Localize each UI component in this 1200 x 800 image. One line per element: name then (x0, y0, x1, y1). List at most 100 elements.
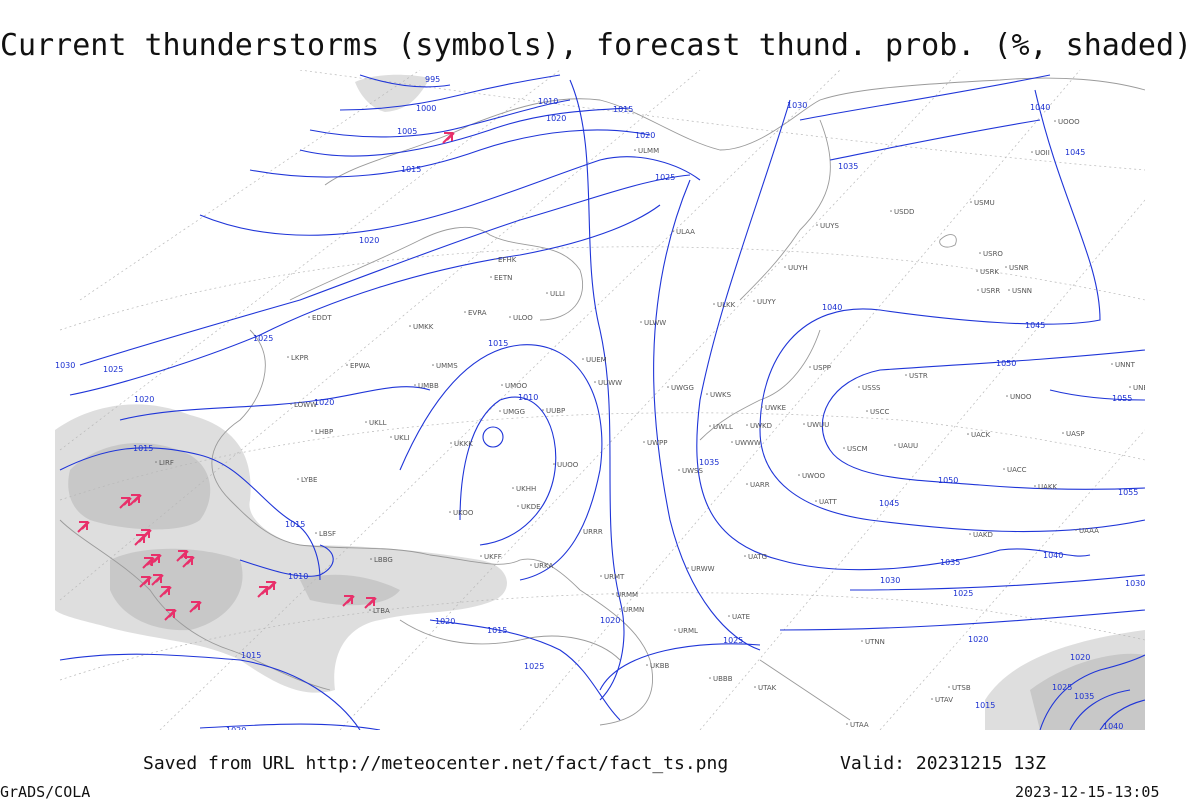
station-label: LHBP (315, 428, 333, 436)
station-dot (761, 406, 763, 408)
isobar-label: 1020 (546, 114, 566, 123)
station-label: USRO (983, 250, 1003, 258)
station-label: LBSF (319, 530, 336, 538)
station-label: USMU (974, 199, 995, 207)
station-label: LOWW (294, 401, 317, 409)
station-label: UAAA (1079, 527, 1099, 535)
isobar-label: 1040 (1103, 722, 1123, 731)
station-label: UTSB (952, 684, 971, 692)
isobar-label: 1040 (1030, 103, 1050, 112)
thunderstorm-symbol (342, 595, 355, 607)
station-dot (931, 698, 933, 700)
probability-shading (55, 74, 1145, 730)
station-label: UWKS (710, 391, 732, 399)
station-dot (619, 608, 621, 610)
station-label: UATT (819, 498, 838, 506)
station-dot (155, 461, 157, 463)
station-dot (866, 410, 868, 412)
isobar-label: 1020 (600, 616, 620, 625)
station-dot (809, 366, 811, 368)
station-label: EFHK (498, 256, 517, 264)
station-dot (672, 230, 674, 232)
isobar-label: 1025 (953, 589, 973, 598)
station-dot (905, 374, 907, 376)
thunderstorm-symbol (139, 576, 152, 588)
station-dot (311, 430, 313, 432)
station-label: UACC (1007, 466, 1027, 474)
station-dot (579, 530, 581, 532)
station-label: UASP (1066, 430, 1085, 438)
station-label: UKBB (650, 662, 670, 670)
station-label: ULOO (513, 314, 533, 322)
station-label: UWWW (735, 439, 761, 447)
station-dot (449, 511, 451, 513)
isobar-label: 1030 (1125, 579, 1145, 588)
isobar-label: 1045 (1025, 321, 1045, 330)
station-label: ULLI (550, 290, 565, 298)
isobar-label: 1020 (226, 726, 246, 735)
station-dot (967, 433, 969, 435)
station-dot (667, 386, 669, 388)
station-dot (512, 487, 514, 489)
station-dot (894, 444, 896, 446)
station-label: UACK (971, 431, 991, 439)
station-label: LTBA (373, 607, 390, 615)
thunderstorm-symbol (119, 497, 132, 509)
station-dot (494, 258, 496, 260)
station-dot (480, 555, 482, 557)
isobar-label: 1025 (103, 365, 123, 374)
station-label: UNBB (1133, 384, 1153, 392)
timestamp: 2023-12-15-13:05 (1015, 783, 1160, 800)
isobar-label: 1035 (940, 558, 960, 567)
station-dot (728, 615, 730, 617)
station-dot (553, 463, 555, 465)
station-dot (746, 424, 748, 426)
station-dot (464, 311, 466, 313)
station-dot (1129, 386, 1131, 388)
thunderstorm-symbol (364, 597, 377, 609)
station-label: EDDT (312, 314, 332, 322)
station-dot (432, 364, 434, 366)
station-dot (713, 303, 715, 305)
station-label: ULMM (638, 147, 659, 155)
station-label: USRK (980, 268, 999, 276)
station-dot (746, 483, 748, 485)
station-label: LBBG (374, 556, 393, 564)
isobar-labels: 995 1000 1005 1010 1015 1020 1015 1020 1025 1030 1… (55, 75, 1145, 735)
station-dot (784, 266, 786, 268)
probability-shading-strong (68, 443, 1145, 730)
isobar-label: 1020 (134, 395, 154, 404)
station-dot (754, 686, 756, 688)
station-dot (634, 149, 636, 151)
station-label: UTAA (850, 721, 869, 729)
station-dot (815, 500, 817, 502)
station-label: UWUU (807, 421, 829, 429)
station-dot (846, 723, 848, 725)
station-dot (501, 384, 503, 386)
station-label: USNR (1009, 264, 1029, 272)
station-label: UKLI (394, 434, 410, 442)
isobar-label: 1015 (285, 520, 305, 529)
station-dot (409, 325, 411, 327)
station-dot (976, 270, 978, 272)
isobar-label: 1045 (879, 499, 899, 508)
title: Current thunderstorms (symbols), forecas… (0, 28, 1192, 63)
station-dot (517, 505, 519, 507)
station-dot (308, 316, 310, 318)
station-label: UNNT (1115, 361, 1136, 369)
thunderstorm-symbol (164, 609, 177, 621)
isobar-label: 1055 (1112, 394, 1132, 403)
station-label: UWKE (765, 404, 786, 412)
isobar-label: 1020 (359, 236, 379, 245)
isobar-label: 1010 (538, 97, 558, 106)
isobars (59, 74, 1145, 730)
station-label: UUYY (757, 298, 777, 306)
station-dot (640, 321, 642, 323)
station-label: UATG (748, 553, 767, 561)
station-label: UNOO (1010, 393, 1032, 401)
station-label: URMN (623, 606, 644, 614)
isobar-label: 1025 (723, 636, 743, 645)
station-label: LIRF (159, 459, 174, 467)
valid-time: Valid: 20231215 13Z (840, 753, 1046, 774)
